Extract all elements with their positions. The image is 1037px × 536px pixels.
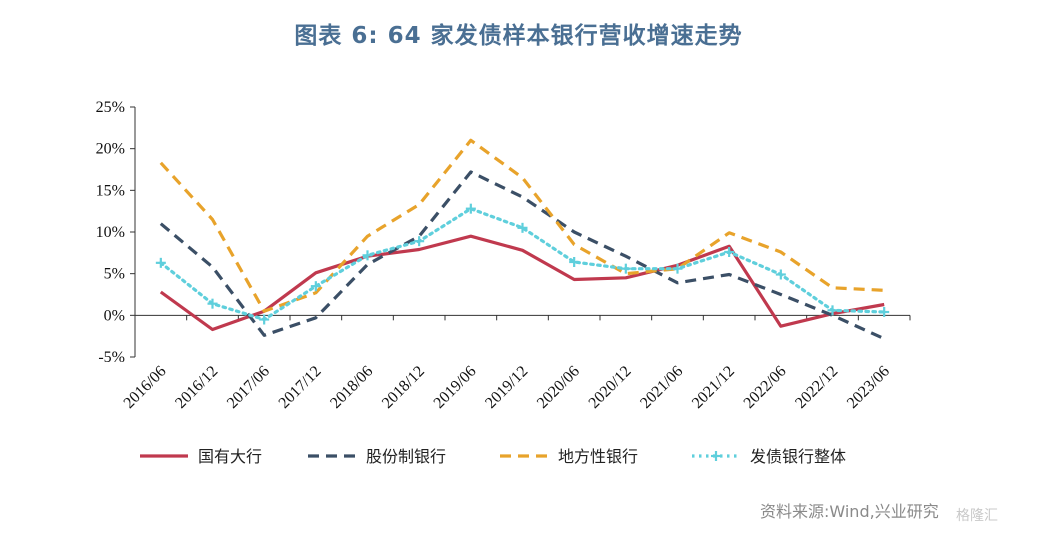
x-tick-label: 2019/12: [482, 363, 531, 412]
x-tick-label: 2019/06: [431, 363, 480, 412]
y-tick-label: 20%: [96, 141, 125, 158]
axes: -5% 0% 5% 10% 15% 20% 25% 2016/06 2016/12 2017/06…: [96, 99, 911, 412]
series-line-2: [159, 170, 885, 341]
y-tick-label: 5%: [104, 266, 125, 283]
y-tick-label: 0%: [104, 307, 125, 324]
series-lines: [155, 138, 890, 341]
x-tick-label: 2017/12: [276, 363, 325, 412]
x-tick-label: 2018/06: [327, 363, 376, 412]
watermark: 格隆汇: [956, 508, 998, 524]
series-line-3: [159, 138, 885, 313]
legend-label-4: 发债银行整体: [750, 447, 846, 466]
x-tick-label: 2023/06: [844, 363, 893, 412]
y-tick-label: 15%: [96, 182, 125, 199]
y-tick-label: 10%: [96, 224, 125, 241]
x-tick-label: 2022/12: [792, 363, 841, 412]
source-note: 资料来源:Wind,兴业研究: [760, 502, 939, 521]
legend: 国有大行 股份制银行 地方性银行 发债银行整体: [140, 447, 846, 466]
x-tick-label: 2016/12: [172, 363, 221, 412]
y-tick-label: 25%: [96, 99, 125, 116]
chart-title: 图表 6: 64 家发债样本银行营收增速走势: [294, 23, 743, 49]
x-tick-label: 2020/12: [586, 363, 635, 412]
legend-label-2: 股份制银行: [366, 447, 446, 466]
y-tick-label: -5%: [98, 349, 125, 366]
series-line-1: [159, 234, 885, 332]
x-tick-label: 2021/12: [689, 363, 738, 412]
x-tick-label: 2022/06: [741, 363, 790, 412]
series-line-4: [159, 207, 886, 322]
x-tick-label: 2020/06: [534, 363, 583, 412]
legend-label-1: 国有大行: [198, 447, 262, 466]
x-tick-label: 2018/12: [379, 363, 428, 412]
legend-label-3: 地方性银行: [558, 447, 638, 466]
x-tick-label: 2021/06: [637, 363, 686, 412]
x-tick-label: 2017/06: [224, 363, 273, 412]
x-tick-label: 2016/06: [121, 363, 170, 412]
